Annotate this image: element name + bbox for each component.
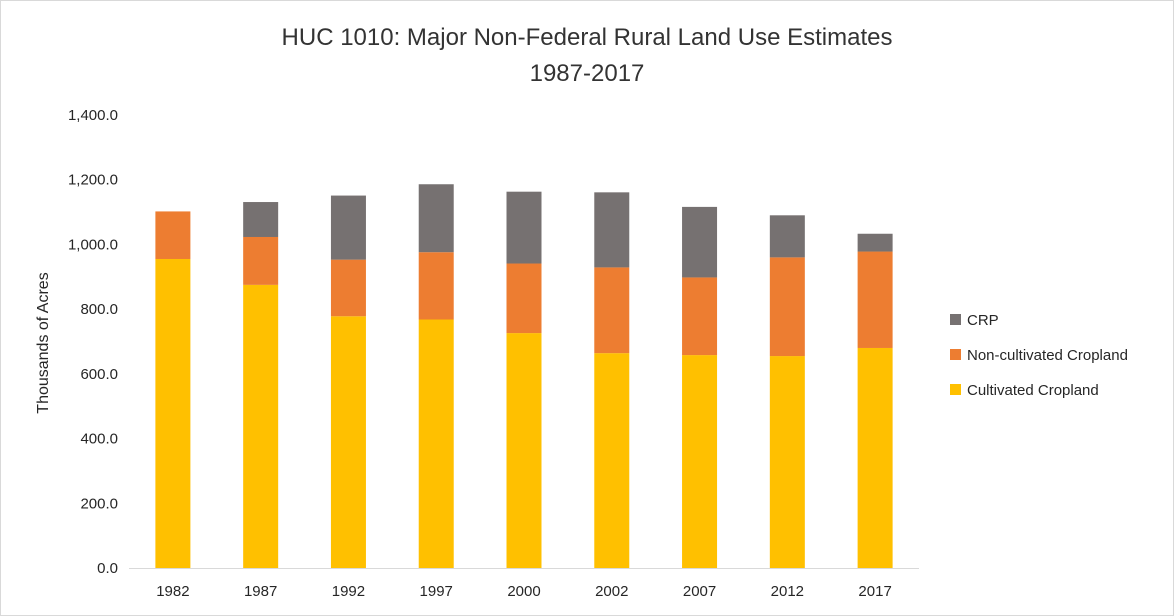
bar-segment xyxy=(769,257,805,357)
bar-segment xyxy=(506,333,542,568)
y-axis-ticks: 0.0 200.0 400.0 600.0 800.0 1,000.0 1,200.0 1,4… xyxy=(68,107,118,577)
bar-segment xyxy=(857,251,893,348)
bar-segment xyxy=(682,355,718,568)
x-tick-label: 2012 xyxy=(771,583,804,600)
bar-segment xyxy=(769,356,805,568)
chart-title: HUC 1010: Major Non-Federal Rural Land U… xyxy=(282,24,893,51)
bar-segment xyxy=(857,347,893,568)
bar-segment xyxy=(243,202,279,237)
y-tick-label: 0.0 xyxy=(97,560,118,577)
y-tick-label: 1,200.0 xyxy=(68,172,118,189)
y-tick-label: 1,400.0 xyxy=(68,107,118,124)
legend-label: Non-cultivated Cropland xyxy=(967,347,1128,364)
x-tick-label: 2000 xyxy=(507,583,540,600)
bar-segment xyxy=(506,191,542,264)
y-tick-label: 200.0 xyxy=(80,495,118,512)
bar-segment xyxy=(682,277,718,356)
legend-swatch xyxy=(950,384,961,395)
bar-segment xyxy=(769,215,805,258)
bar-segment xyxy=(243,284,279,568)
legend-swatch xyxy=(950,349,961,360)
bar-segment xyxy=(594,353,630,568)
bar-segment xyxy=(506,263,542,334)
y-axis-title: Thousands of Acres xyxy=(35,272,52,413)
bar-segment xyxy=(594,192,630,268)
x-tick-label: 1987 xyxy=(244,583,277,600)
bar-segment xyxy=(857,233,893,252)
legend: CRP Non-cultivated Cropland Cultivated Cro… xyxy=(950,312,1128,399)
bar-segment xyxy=(330,195,366,260)
chart-subtitle: 1987-2017 xyxy=(530,60,645,87)
bar-segment xyxy=(155,211,191,259)
x-tick-label: 2017 xyxy=(858,583,891,600)
y-tick-label: 800.0 xyxy=(80,301,118,318)
legend-swatch xyxy=(950,314,961,325)
bars xyxy=(155,184,893,568)
x-tick-label: 1997 xyxy=(420,583,453,600)
bar-segment xyxy=(155,258,191,568)
y-tick-label: 1,000.0 xyxy=(68,236,118,253)
x-tick-label: 1992 xyxy=(332,583,365,600)
bar-segment xyxy=(418,319,454,568)
x-tick-label: 2007 xyxy=(683,583,716,600)
y-tick-label: 600.0 xyxy=(80,366,118,383)
legend-label: Cultivated Cropland xyxy=(967,382,1099,399)
bar-segment xyxy=(418,252,454,320)
bar-segment xyxy=(594,267,630,354)
x-tick-label: 1982 xyxy=(156,583,189,600)
bar-segment xyxy=(330,259,366,317)
legend-label: CRP xyxy=(967,312,999,329)
y-tick-label: 400.0 xyxy=(80,431,118,448)
bar-segment xyxy=(682,206,718,278)
bar-segment xyxy=(243,236,279,285)
x-tick-label: 2002 xyxy=(595,583,628,600)
bar-segment xyxy=(418,184,454,253)
bar-segment xyxy=(330,316,366,568)
x-axis-ticks: 1982 1987 1992 1997 2000 2002 2007 2012 2017 xyxy=(156,583,892,600)
